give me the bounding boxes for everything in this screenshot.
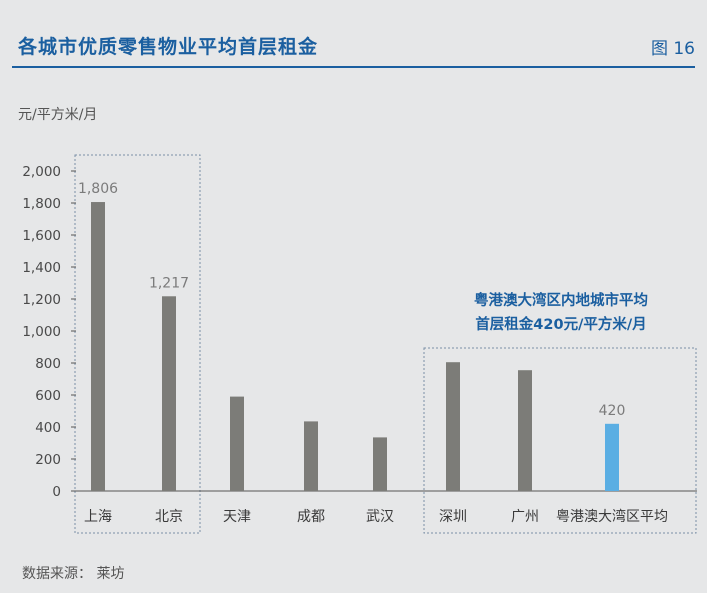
bar [605,423,619,491]
bar [304,421,318,491]
x-tick-label: 成都 [297,509,325,525]
data-label: 1,806 [78,181,118,197]
annotation-line: 首层租金420元/平方米/月 [475,315,646,333]
y-tick-label: 2,000 [22,164,61,180]
bar [446,362,460,491]
x-tick-label: 上海 [84,509,112,525]
data-label: 420 [599,403,626,419]
bar [230,396,244,491]
x-tick-label: 武汉 [366,509,394,525]
bar [162,296,176,491]
x-tick-label: 粤港澳大湾区平均 [556,508,668,525]
bar [373,437,387,491]
category-labels: 上海 北京 天津 成都 武汉 深圳 广州 粤港澳大湾区平均 [84,508,668,525]
group-boxes [74,154,697,534]
y-tick-label: 1,400 [22,260,61,276]
bars [91,202,619,492]
group-box-gba [423,347,697,534]
y-tick-label: 1,800 [22,196,61,212]
bar [518,370,532,491]
x-tick-label: 深圳 [439,509,467,525]
y-tick-label: 800 [35,356,61,372]
data-labels: 1,806 1,217 420 [78,181,625,419]
annotation-line: 粤港澳大湾区内地城市平均 [474,291,648,309]
y-tick-label: 600 [35,388,61,404]
y-tick-label: 1,000 [22,324,61,340]
y-axis-unit: 元/平方米/月 [18,107,98,123]
x-tick-label: 天津 [223,509,251,525]
bar [91,202,105,492]
data-label: 1,217 [149,275,189,291]
y-tick-label: 1,200 [22,292,61,308]
y-tick-label: 1,600 [22,228,61,244]
x-tick-label: 广州 [511,509,539,525]
x-tick-label: 北京 [155,509,183,525]
y-tick-label: 200 [35,452,61,468]
figure-number: 图 16 [650,39,695,59]
y-axis: 0 200 400 600 800 1,000 1,200 1,400 1,600 1,800 2,… [22,164,76,500]
chart-title: 各城市优质零售物业平均首层租金 [18,36,319,58]
source-note: 数据来源： 莱坊 [22,566,125,582]
y-tick-label: 400 [35,420,61,436]
group-box-tier1 [74,154,201,534]
y-tick-label: 0 [52,484,61,500]
title-rule [12,66,695,68]
